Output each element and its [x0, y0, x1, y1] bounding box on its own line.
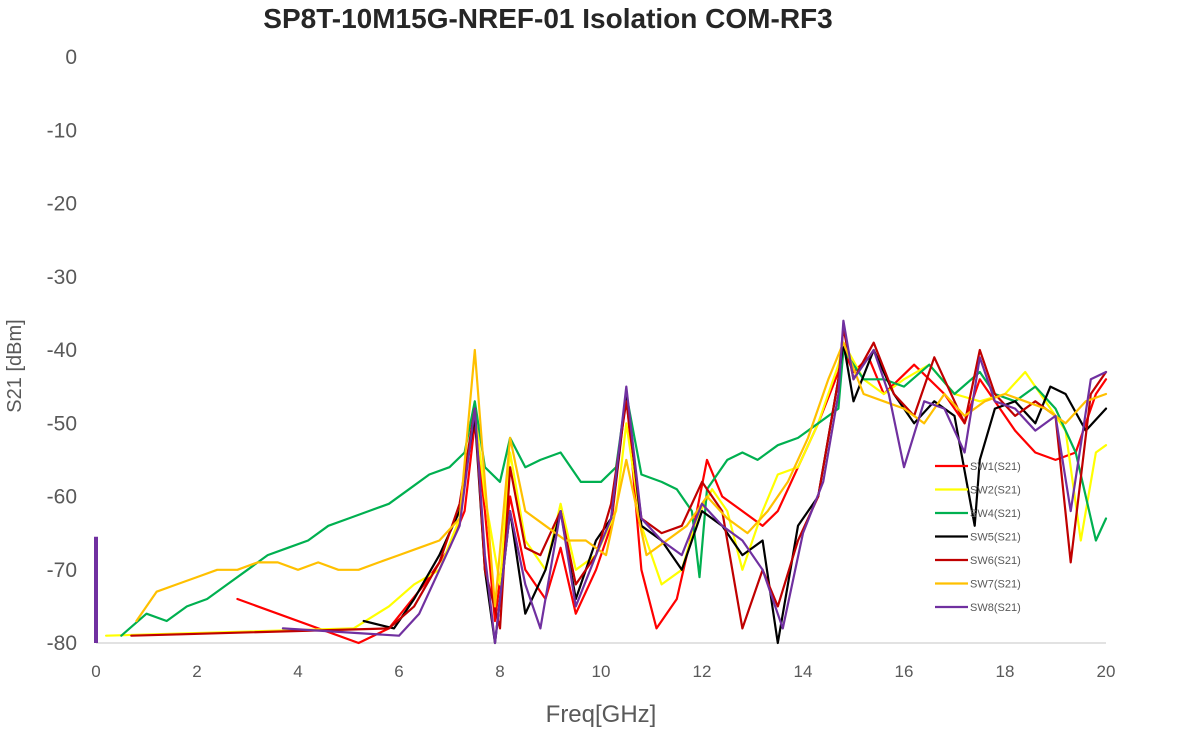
y-tick-label: -40: [47, 339, 77, 362]
y-axis-label: S21 [dBm]: [4, 319, 26, 412]
y-tick-label: -80: [47, 632, 77, 655]
legend-label: SW5(S21): [970, 532, 1021, 544]
x-tick-label: 12: [693, 662, 712, 681]
y-tick-label: 0: [65, 46, 77, 69]
y-tick-label: -50: [47, 412, 77, 435]
series-line-6: [135, 341, 1108, 623]
x-axis-label: Freq[GHz]: [546, 701, 657, 728]
legend-label: SW6(S21): [970, 555, 1021, 567]
y-tick-label: -30: [47, 266, 77, 289]
y-tick-label: -20: [47, 193, 77, 216]
x-tick-label: 18: [996, 662, 1015, 681]
x-tick-label: 4: [293, 662, 302, 681]
x-axis-ticks: 0 2 4 6 8 10 12 14 16 18 20: [91, 662, 1115, 681]
legend-label: SW2(S21): [970, 485, 1021, 497]
legend: SW1(S21) SW2(S21) SW4(S21) SW5(S21) SW6(S21)…: [935, 461, 1021, 614]
x-tick-label: 8: [495, 662, 504, 681]
legend-label: SW7(S21): [970, 579, 1021, 591]
x-tick-label: 14: [794, 662, 813, 681]
x-tick-label: 10: [592, 662, 611, 681]
plot-series: [104, 319, 1108, 645]
series-line-2: [104, 341, 1108, 637]
series-line-7: [281, 319, 1108, 645]
x-tick-label: 2: [192, 662, 201, 681]
x-tick-label: 20: [1097, 662, 1116, 681]
legend-label: SW1(S21): [970, 461, 1021, 473]
y-tick-label: -10: [47, 119, 77, 142]
chart-title: SP8T-10M15G-NREF-01 Isolation COM-RF3: [263, 3, 832, 34]
series-line-1: [236, 348, 1108, 645]
x-tick-label: 16: [895, 662, 914, 681]
legend-label: SW8(S21): [970, 602, 1021, 614]
y-tick-label: -70: [47, 559, 77, 582]
series-line-5: [130, 326, 1108, 637]
x-tick-label: 6: [394, 662, 403, 681]
y-tick-label: -60: [47, 486, 77, 509]
x-tick-label: 0: [91, 662, 100, 681]
y-axis-ticks: 0 -10 -20 -30 -40 -50 -60 -70 -80: [47, 46, 77, 655]
legend-label: SW4(S21): [970, 508, 1021, 520]
